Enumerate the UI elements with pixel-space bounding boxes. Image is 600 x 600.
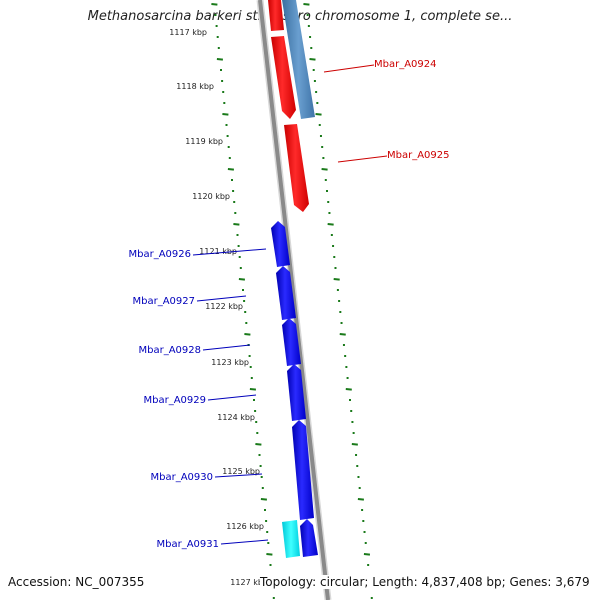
tick-mark: [244, 333, 251, 336]
tick-mark: [255, 443, 262, 446]
tick-mark: [345, 388, 352, 391]
gene-arrow-mbar-a0924[interactable]: [271, 36, 296, 119]
gene-label-mbar-a0930[interactable]: Mbar_A0930: [150, 472, 213, 483]
gene-arrow-reverse-partial[interactable]: [268, 0, 284, 31]
gene-label-mbar-a0931[interactable]: Mbar_A0931: [156, 539, 219, 550]
tick-mark: [315, 113, 322, 116]
gene-label-mbar-a0927[interactable]: Mbar_A0927: [132, 296, 195, 307]
tick-mark: [333, 278, 340, 281]
tick-label: 1125 kbp: [222, 467, 260, 476]
tick-mark: [211, 3, 218, 6]
map-title: Methanosarcina barkeri str. fusaro chrom…: [87, 9, 513, 24]
tick-mark: [249, 388, 256, 391]
tick-ring-outer: [303, 3, 373, 599]
gene-arrow-mbar-a0925[interactable]: [284, 124, 309, 212]
tick-mark: [303, 3, 310, 6]
gene-arrow-mbar-a0930[interactable]: [292, 420, 314, 520]
tick-mark: [260, 498, 267, 501]
tick-label: 1118 kbp: [176, 82, 214, 91]
tick-label: 1121 kbp: [199, 247, 237, 256]
gene-arrow-mbar-a0926[interactable]: [271, 221, 290, 267]
gene-label-mbar-a0926[interactable]: Mbar_A0926: [128, 249, 191, 260]
tick-ring-inner: [211, 3, 275, 599]
gene-label-mbar-a0924[interactable]: Mbar_A0924: [374, 59, 437, 70]
tick-mark: [266, 553, 273, 556]
tick-mark: [351, 443, 358, 446]
gene-arrow-steelblue[interactable]: [282, 0, 315, 119]
gene-arrow-mbar-a0927[interactable]: [276, 266, 296, 320]
backbone: [258, 0, 330, 600]
label-leaders: [192, 64, 388, 545]
accession-text: Accession: NC_007355: [8, 575, 145, 589]
gene-label-mbar-a0925[interactable]: Mbar_A0925: [387, 150, 450, 161]
tick-mark: [357, 498, 364, 501]
tick-mark: [233, 223, 240, 226]
tick-label: 1120 kbp: [192, 192, 230, 201]
tick-mark: [309, 58, 316, 61]
tick-mark: [327, 223, 334, 226]
gene-arrow-mbar-a0931[interactable]: [300, 519, 318, 557]
tick-labels: 1117 kbp 1118 kbp 1119 kbp 1120 kbp 1121…: [169, 28, 268, 587]
tick-label: 1124 kbp: [217, 413, 255, 422]
gene-label-mbar-a0929[interactable]: Mbar_A0929: [143, 395, 206, 406]
tick-label: 1119 kbp: [185, 137, 223, 146]
tick-mark: [363, 553, 371, 556]
tick-mark: [227, 168, 234, 171]
gene-arrow-cyan[interactable]: [282, 520, 300, 558]
gene-arrow-mbar-a0928[interactable]: [282, 318, 301, 366]
tick-mark: [222, 113, 229, 116]
tick-mark: [216, 58, 223, 61]
gene-label-mbar-a0928[interactable]: Mbar_A0928: [138, 345, 201, 356]
tick-label: 1127 kbp: [230, 578, 268, 587]
tick-mark: [238, 278, 245, 281]
tick-mark: [339, 333, 346, 336]
gene-arrow-mbar-a0929[interactable]: [287, 364, 306, 421]
tick-mark: [321, 168, 328, 171]
tick-label: 1126 kbp: [226, 522, 264, 531]
tick-label: 1117 kbp: [169, 28, 207, 37]
genome-stats-text: Topology: circular; Length: 4,837,408 bp…: [260, 575, 592, 589]
tick-label: 1122 kbp: [205, 302, 243, 311]
tick-label: 1123 kbp: [211, 358, 249, 367]
